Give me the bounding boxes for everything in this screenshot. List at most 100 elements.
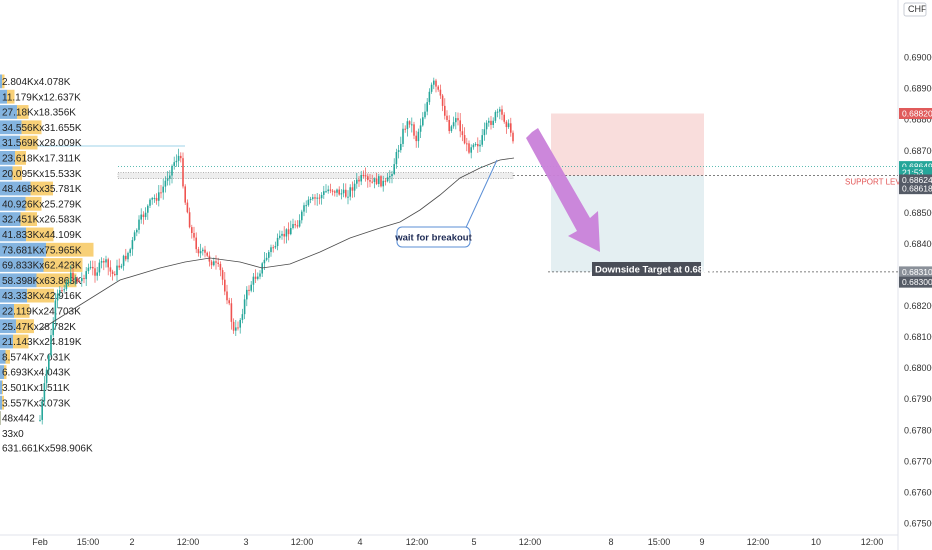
candle-body	[125, 255, 127, 260]
candle-body	[199, 251, 202, 254]
vp-sell-bar	[20, 212, 37, 226]
candle-body	[292, 224, 294, 229]
candle-body	[307, 199, 310, 206]
candle-body	[433, 80, 435, 85]
candle-body	[378, 176, 380, 185]
candle-body	[294, 224, 296, 226]
candle-body	[455, 118, 457, 123]
candle-body	[120, 265, 123, 268]
candle-body	[336, 189, 338, 193]
candle-body	[298, 220, 301, 227]
vp-buy-bar	[0, 89, 7, 104]
time-tick-label: Feb	[32, 537, 48, 547]
candle-body	[461, 131, 464, 136]
time-tick-label: 15:00	[648, 537, 671, 547]
candle-body	[413, 124, 415, 136]
candle-body	[400, 143, 402, 151]
vp-row-label: 48.468Kx35.781K	[2, 184, 82, 195]
candle-body	[232, 321, 235, 331]
vp-row-label: 20.095Kx15.533K	[2, 169, 82, 180]
candle-body	[114, 273, 116, 276]
vp-row-label: 3.501Kx1.511K	[2, 383, 70, 394]
candle-body	[45, 369, 48, 384]
vp-sell-bar	[12, 166, 22, 181]
candle-body	[230, 303, 233, 322]
candle-body	[452, 122, 455, 127]
candle-body	[67, 281, 70, 283]
time-tick-label: 4	[357, 537, 362, 547]
vp-row-label: 73.681Kx75.965K	[2, 245, 82, 256]
candle-body	[50, 335, 52, 356]
candle-body	[395, 152, 398, 165]
moving-average-line	[39, 157, 515, 331]
vp-buy-bar	[0, 227, 26, 242]
candle-body	[430, 84, 433, 92]
vp-buy-bar	[0, 304, 14, 318]
candle-body	[345, 189, 347, 197]
candle-body	[285, 229, 288, 237]
vp-buy-bar	[0, 319, 16, 334]
stop-loss-zone	[551, 113, 704, 176]
candle-body	[415, 135, 417, 142]
candle-body	[351, 187, 354, 191]
downside-arrow-icon	[526, 128, 600, 252]
vp-row-label: 11.179Kx12.637K	[2, 92, 81, 103]
candle-body	[424, 111, 426, 118]
candle-body	[382, 180, 384, 187]
candle-body	[177, 155, 180, 161]
candle-body	[296, 225, 299, 227]
candle-body	[153, 197, 156, 199]
candle-body	[360, 175, 362, 182]
candle-body	[219, 263, 222, 271]
price-badge-label: 0.68624	[902, 175, 932, 185]
candle-body	[221, 270, 224, 280]
candle-body	[237, 327, 239, 329]
vp-row-label: 34.556Kx31.655K	[2, 123, 82, 134]
candle-body	[468, 143, 470, 153]
candle-body	[151, 198, 153, 200]
candle-body	[241, 314, 244, 320]
candle-body	[195, 237, 197, 250]
candle-body	[353, 183, 356, 191]
candle-body	[305, 205, 307, 207]
price-badge-label: 0.68649	[902, 162, 932, 172]
candle-body	[369, 180, 371, 182]
vp-buy-bar	[0, 74, 2, 89]
candle-body	[100, 261, 103, 263]
candle-body	[85, 271, 87, 280]
vp-sell-bar	[27, 288, 54, 303]
candle-body	[362, 175, 365, 177]
candle-body	[254, 276, 257, 279]
currency-badge[interactable]	[903, 2, 927, 17]
candle-body	[470, 147, 472, 153]
candle-body	[490, 120, 492, 125]
time-axis[interactable]: Feb 15:00 2 12:00 3 12:00 4 12:00 5 12:00 8 15:00 9 1…	[32, 537, 883, 547]
candle-body	[261, 263, 263, 274]
candle-body	[437, 86, 439, 90]
candle-body	[235, 327, 237, 331]
vp-buy-bar	[0, 135, 20, 150]
price-axis[interactable]: CHF0.690000.689000.688000.687000.686000.…	[899, 2, 932, 528]
callout-box[interactable]	[396, 226, 471, 248]
time-tick-label: 12:00	[291, 537, 314, 547]
time-tick-label: 12:00	[177, 537, 200, 547]
vp-total-label: 631.661Kx598.906K	[2, 444, 93, 455]
candle-body	[272, 247, 274, 249]
candle-body	[94, 268, 96, 276]
candle-body	[263, 259, 266, 264]
vp-sell-bar	[17, 105, 29, 119]
vp-buy-bar	[0, 411, 1, 425]
candle-body	[63, 289, 65, 291]
vp-row-label: 40.926Kx25.279K	[2, 199, 82, 210]
vp-sell-bar	[4, 365, 7, 379]
candle-body	[441, 95, 444, 106]
candle-body	[166, 178, 169, 181]
candle-body	[191, 227, 193, 234]
candle-body	[217, 262, 219, 264]
vp-buy-bar	[0, 166, 13, 181]
candle-body	[331, 190, 334, 192]
